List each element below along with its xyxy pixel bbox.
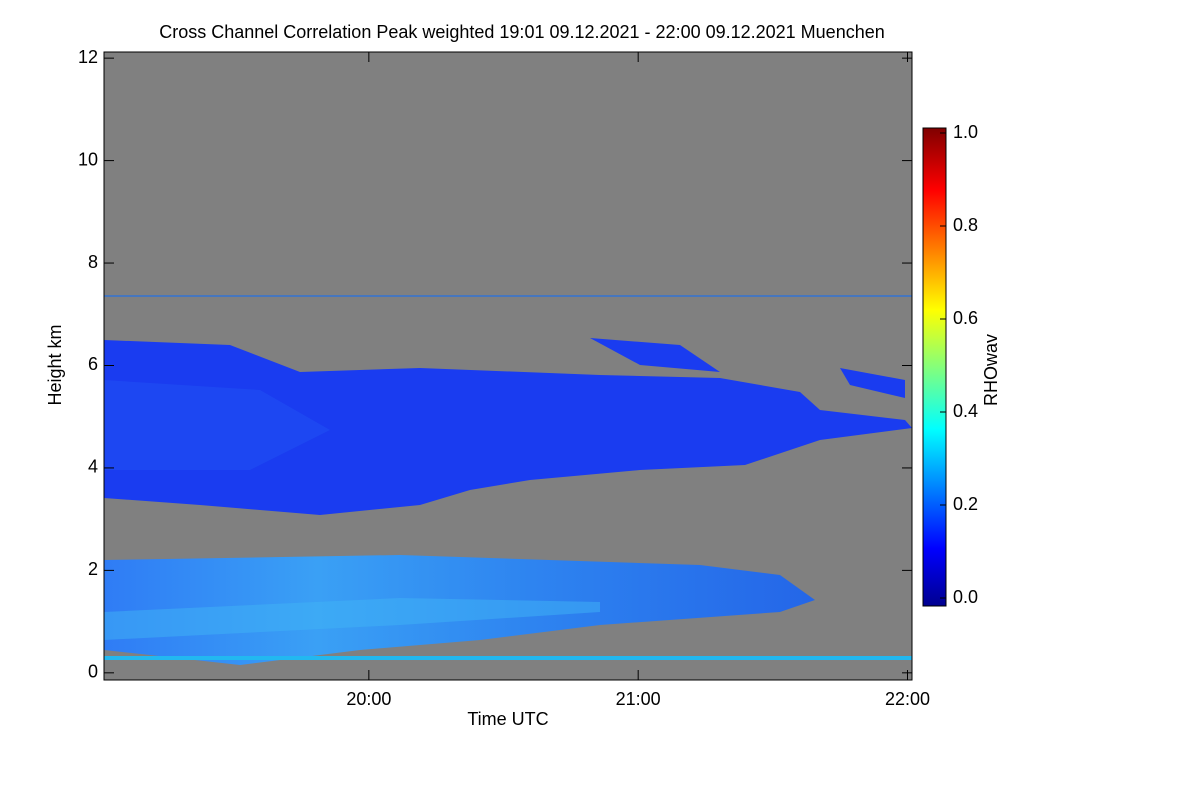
- colorbar: [922, 127, 947, 607]
- y-tick-label: 6: [88, 354, 98, 374]
- colorbar-tick-label: 1.0: [953, 122, 978, 142]
- colorbar-tick-label: 0.6: [953, 308, 978, 328]
- cloud-field: [104, 295, 912, 665]
- x-tick-label: 20:00: [346, 689, 391, 709]
- y-tick-label: 8: [88, 252, 98, 272]
- colorbar-tick-label: 0.2: [953, 494, 978, 514]
- y-tick-label: 10: [78, 149, 98, 169]
- x-tick-label: 22:00: [885, 689, 930, 709]
- y-tick-label: 12: [78, 47, 98, 67]
- chart-title: Cross Channel Correlation Peak weighted …: [159, 22, 885, 42]
- colorbar-tick-label: 0.4: [953, 401, 978, 421]
- x-tick-label: 21:00: [616, 689, 661, 709]
- colorbar-tick-label: 0.0: [953, 587, 978, 607]
- plot-frame: [103, 51, 913, 681]
- y-tick-label: 2: [88, 559, 98, 579]
- y-axis-label: Height km: [45, 324, 65, 405]
- colorbar-tick-label: 0.8: [953, 215, 978, 235]
- y-tick-label: 0: [88, 662, 98, 682]
- y-tick-label: 4: [88, 457, 98, 477]
- colorbar-label: RHOwav: [981, 334, 1001, 406]
- x-axis-label: Time UTC: [467, 709, 548, 729]
